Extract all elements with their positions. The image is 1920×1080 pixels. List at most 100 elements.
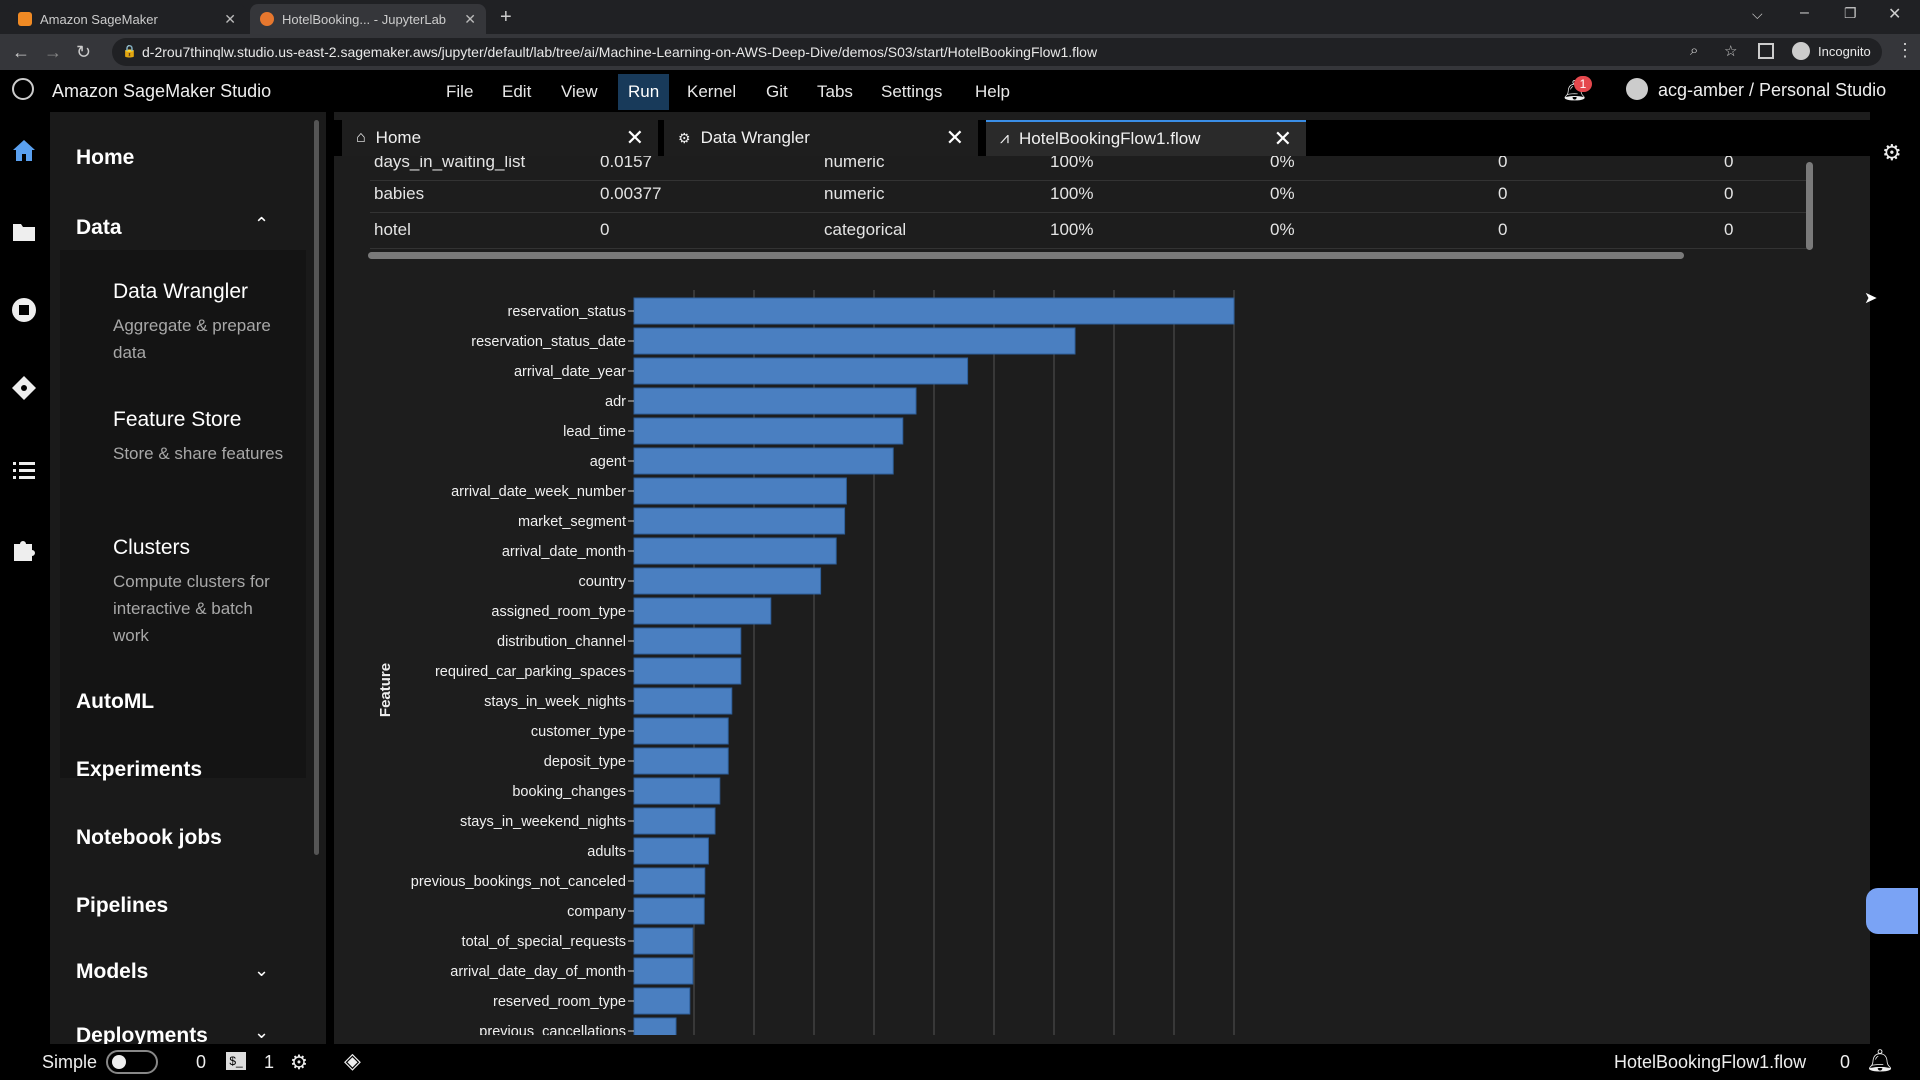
mouse-cursor-icon: ➤ [1864,290,1878,307]
tab-search-chevron-icon[interactable]: ⌵ [1752,6,1763,22]
tick-label: customer_type [531,724,626,740]
close-icon[interactable]: ✕ [1273,126,1292,151]
tick-label: arrival_date_week_number [451,484,626,500]
tab-hotelbookingflow[interactable]: ⩘ HotelBookingFlow1.flow ✕ [986,120,1306,156]
list-icon[interactable] [10,456,38,484]
tab-label: Data Wrangler [700,128,810,147]
bar-stays_in_week_nights [633,687,733,715]
app-title: Amazon SageMaker Studio [52,81,272,101]
tick-label: reserved_room_type [493,994,626,1010]
tick-label: country [578,574,626,590]
bar-customer_type [633,717,729,745]
bar-arrival_date_year [633,357,969,385]
browser-tab-sagemaker[interactable]: Amazon SageMaker ✕ [8,4,246,34]
close-icon[interactable]: ✕ [945,125,964,150]
menu-tabs[interactable]: Tabs [817,82,853,101]
bar-distribution_channel [633,627,742,655]
notification-badge: 1 [1574,76,1592,92]
address-bar[interactable]: 🔒 d-2rou7thinqlw.studio.us-east-2.sagema… [112,38,1882,66]
tab-home[interactable]: ⌂ Home ✕ [342,120,658,156]
feature-store-description: Store & share features [113,444,284,463]
chevron-down-icon[interactable]: ⌄ [254,1022,270,1042]
forward-arrow-icon[interactable]: → [44,42,62,62]
col5-value: 0 [1498,184,1508,203]
menu-git[interactable]: Git [766,82,788,101]
close-icon[interactable]: ✕ [464,10,476,27]
feedback-chat-icon[interactable] [1866,888,1918,934]
settings-icon[interactable]: ⚙ [290,1052,308,1074]
table-row: hotel 0 categorical 100% 0% 0 0 [370,212,1810,249]
reload-icon[interactable]: ↻ [76,42,92,62]
sidebar-item-notebook-jobs[interactable]: Notebook jobs [76,826,222,849]
menu-view[interactable]: View [561,82,598,101]
user-avatar-icon[interactable] [1626,78,1648,100]
sidebar-scrollbar[interactable] [314,120,319,855]
sidebar-item-deployments[interactable]: Deployments [76,1024,208,1044]
chevron-up-icon[interactable]: ⌃ [254,214,270,234]
window-close-icon[interactable]: ✕ [1888,6,1902,23]
chevron-down-icon[interactable]: ⌄ [254,960,270,980]
feature-name: hotel [374,220,411,239]
new-tab-plus-icon[interactable]: + [500,6,512,28]
tab-data-wrangler[interactable]: ⚙ Data Wrangler ✕ [664,120,978,156]
feature-type: numeric [824,184,885,203]
extension-puzzle-icon[interactable] [10,536,38,564]
menu-file[interactable]: File [446,82,474,101]
tab-label: Home [375,128,422,147]
tick-label: company [567,904,627,920]
right-panel: ⚙ ➤ [1864,112,1920,1044]
tick-label: distribution_channel [497,634,626,650]
menu-run[interactable]: Run [618,74,670,110]
sidebar-item-automl[interactable]: AutoML [76,690,155,713]
col6-value: 0 [1724,220,1734,239]
sidebar-item-home[interactable]: Home [76,146,135,169]
bell-icon[interactable]: 🔔︎ [1866,1048,1894,1073]
menu-edit[interactable]: Edit [502,82,532,101]
sidebar-item-experiments[interactable]: Experiments [76,758,203,781]
terminal-icon[interactable]: $_ [226,1052,246,1070]
sidebar-item-data-wrangler[interactable]: Data Wrangler [113,280,249,303]
sidebar-item-feature-store[interactable]: Feature Store [113,408,242,431]
sidebar-item-pipelines[interactable]: Pipelines [76,894,169,917]
zoom-icon[interactable]: ⌕ [1690,42,1699,59]
incognito-icon [1792,42,1810,60]
table-horizontal-scrollbar[interactable] [368,252,1684,259]
col5-value: 0 [1498,220,1508,239]
bar-country [633,567,822,595]
settings-gears-icon[interactable]: ⚙ [1882,140,1902,165]
browser-tab-jupyterlab[interactable]: HotelBooking... - JupyterLab ✕ [250,4,486,34]
back-arrow-icon[interactable]: ← [12,42,30,62]
minimize-icon[interactable]: – [1800,4,1809,21]
folder-icon[interactable] [10,218,38,246]
side-panel-icon[interactable] [1758,43,1774,59]
data-submenu [60,250,306,778]
git-icon[interactable] [10,374,38,402]
tick-label: stays_in_week_nights [484,694,626,710]
sidebar-item-data[interactable]: Data [76,216,122,239]
url-text: d-2rou7thinqlw.studio.us-east-2.sagemake… [142,44,1098,60]
table-vertical-scrollbar[interactable] [1806,162,1813,250]
sidebar-item-clusters[interactable]: Clusters [113,536,191,559]
close-icon[interactable]: ✕ [224,10,236,27]
missing-percent: 0% [1270,152,1295,171]
browser-menu-icon[interactable]: ⋮ [1896,40,1914,60]
tick-label: deposit_type [544,754,626,770]
restore-icon[interactable]: ❐ [1844,5,1857,21]
simple-mode-toggle[interactable] [106,1050,158,1074]
home-icon[interactable] [10,136,38,164]
menu-settings[interactable]: Settings [881,82,943,101]
menu-help[interactable]: Help [975,82,1010,101]
tick-label: arrival_date_month [502,544,626,560]
git-status-icon[interactable]: ◈ [344,1048,361,1073]
sidebar-item-models[interactable]: Models [76,960,149,983]
browser-tab-strip: Amazon SageMaker ✕ HotelBooking... - Jup… [0,0,1920,34]
toggle-knob [112,1055,126,1069]
user-label[interactable]: acg-amber / Personal Studio [1658,80,1887,100]
bookmark-star-icon[interactable]: ☆ [1724,43,1738,60]
running-stop-icon[interactable] [10,296,38,324]
close-icon[interactable]: ✕ [625,125,644,150]
main-panel [334,112,1870,1044]
valid-percent: 100% [1050,184,1094,203]
menu-kernel[interactable]: Kernel [687,82,737,101]
bar-reservation_status [633,297,1235,325]
